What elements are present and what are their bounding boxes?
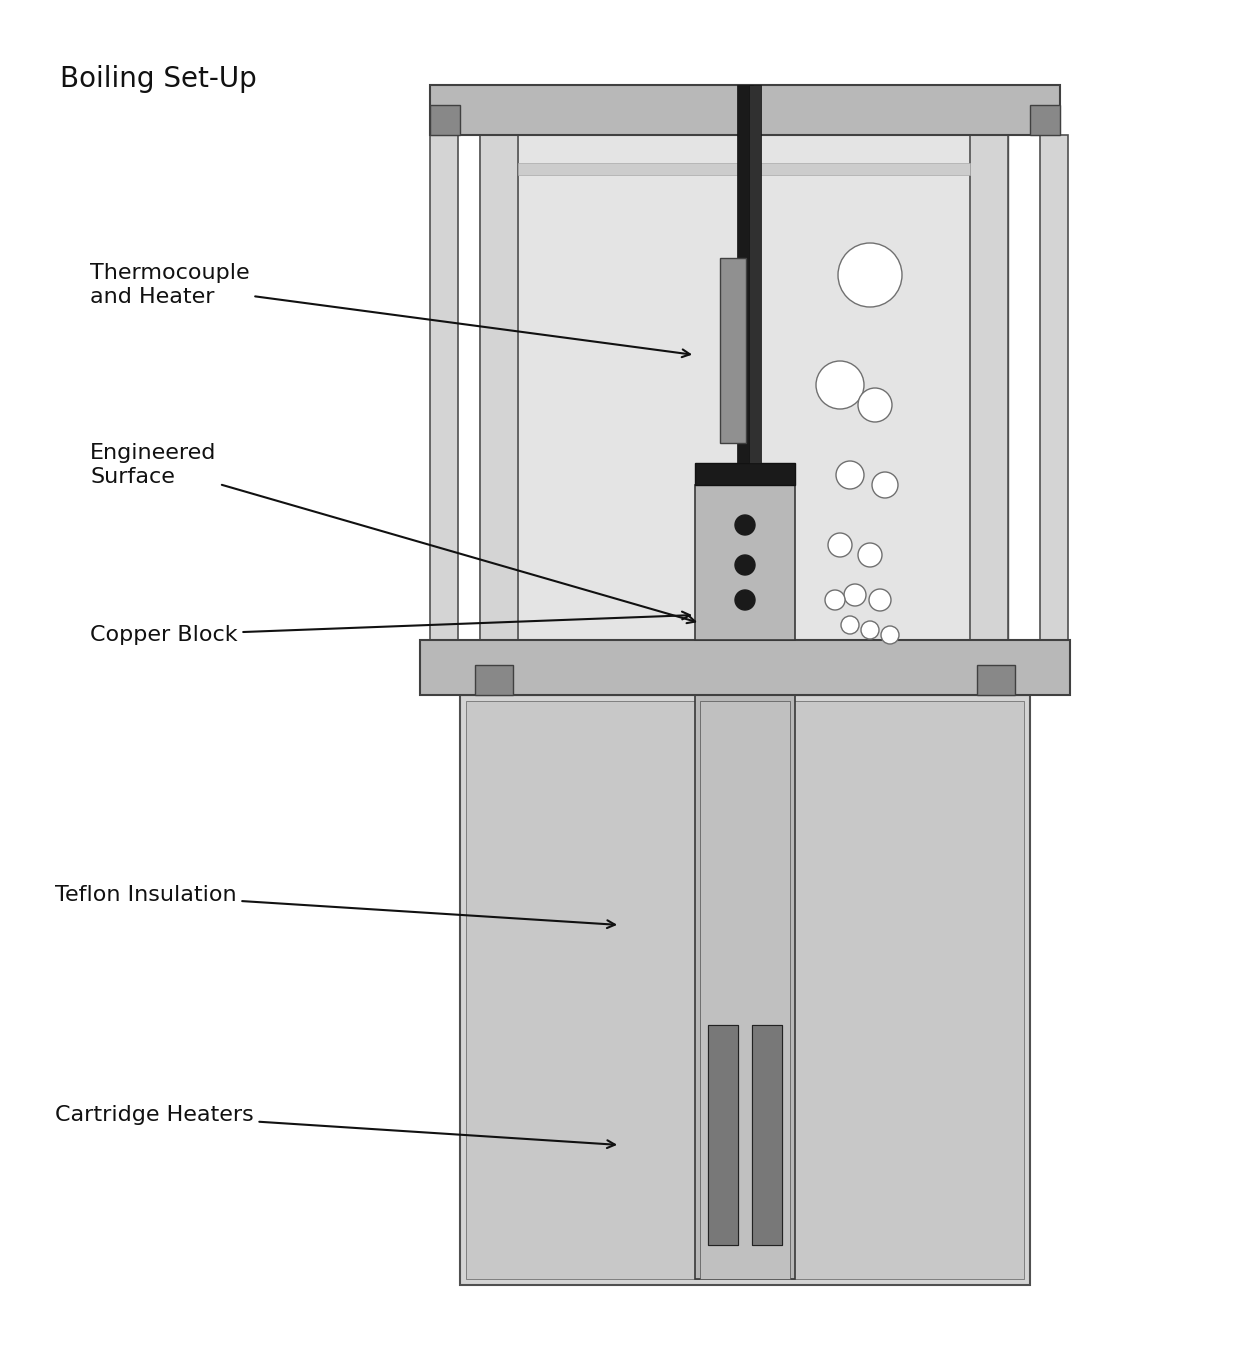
Circle shape [825,590,844,611]
Text: Cartridge Heaters: Cartridge Heaters [55,1106,615,1149]
Circle shape [836,461,864,490]
Bar [518,134,970,664]
Circle shape [735,555,755,576]
Bar [1040,134,1068,664]
Bar [737,85,753,463]
Circle shape [880,625,899,644]
Bar [970,134,1008,664]
Circle shape [869,589,892,611]
Bar [694,486,795,640]
Circle shape [844,584,866,607]
Circle shape [858,543,882,568]
Bar [518,163,970,175]
Bar [990,134,1008,664]
Bar [708,1025,738,1245]
Bar [466,701,1024,1279]
Bar [749,85,761,463]
Bar [430,85,1060,134]
Circle shape [828,533,852,557]
Text: Engineered
Surface: Engineered Surface [91,444,696,623]
Circle shape [838,243,901,307]
Circle shape [816,360,864,409]
Text: Teflon Insulation: Teflon Insulation [55,885,615,928]
Bar [1030,105,1060,134]
Bar [420,640,1070,695]
Circle shape [841,616,859,633]
Bar [475,664,513,695]
Circle shape [858,387,892,422]
Circle shape [735,590,755,611]
Text: Boiling Set-Up: Boiling Set-Up [60,65,257,93]
Bar [480,134,518,664]
Bar [694,695,795,1279]
Text: Thermocouple
and Heater: Thermocouple and Heater [91,264,689,358]
Bar [708,1025,738,1245]
Bar [977,664,1016,695]
Text: Copper Block: Copper Block [91,612,689,646]
Bar [480,134,498,664]
Bar [430,134,458,664]
Bar [430,105,460,134]
Circle shape [861,621,879,639]
Circle shape [872,472,898,498]
Circle shape [735,515,755,535]
Bar [751,1025,782,1245]
Bar [751,1025,782,1245]
Bar [460,695,1030,1284]
Bar [701,701,790,1279]
Bar [720,258,746,443]
Bar [694,463,795,486]
